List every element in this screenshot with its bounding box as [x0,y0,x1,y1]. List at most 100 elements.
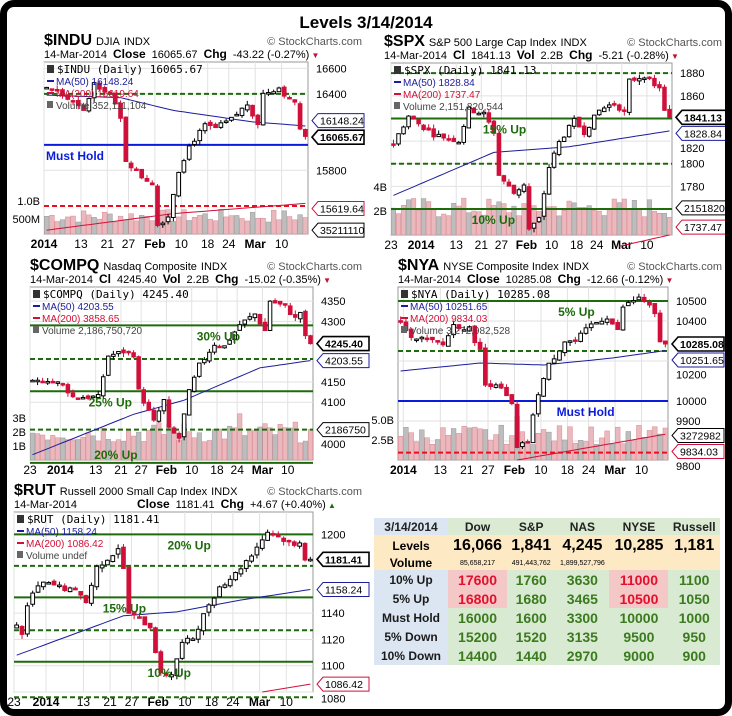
table-row-volume: Volume 85,658,217 491,443,762 1,899,527,… [374,556,720,570]
candle-down [149,182,155,186]
x-tick-label: 21 [475,238,489,252]
volume-bar [91,217,97,235]
close-value-tag [315,551,370,568]
cell: 900 [668,646,720,665]
symbol: $NYA [398,257,440,274]
volume-bar [107,213,113,235]
volume-bar [75,221,81,235]
candle-down [137,616,142,619]
x-tick-label: 2014 [33,695,60,709]
candle-up [190,638,196,641]
x-tick-label: 2014 [408,238,435,252]
volume-bar [44,216,50,235]
candle-up [541,378,546,397]
candle-up [535,394,541,415]
ma200-tag-label: 9834.03 [680,447,718,459]
volume-bar [276,219,282,235]
volume-bar [85,432,91,461]
candle-down [652,303,658,315]
volume-bar [272,434,278,461]
exchange: INDX [200,261,228,273]
table-row: 5% Down 15200 1520 3135 9500 950 [374,627,720,646]
volume-bar [606,210,612,236]
candle-down [297,103,303,130]
cell: 1,181 [668,535,720,556]
candle-up [197,129,203,142]
candle-up [578,332,584,342]
ma50-tag-label: 4203.55 [325,356,363,368]
volume-tick-label: 2B [13,427,26,439]
candle-legend-icon [33,290,40,298]
candle-down [139,168,145,179]
candle-up [217,586,222,598]
volume-bar [255,217,261,235]
candle-up [24,605,30,635]
volume-bar [123,219,129,235]
volume-bar [201,441,207,461]
candle-up [86,98,92,112]
x-tick-label: 18 [201,237,215,251]
candle-down [663,340,668,345]
candle-up [267,300,273,331]
candle-down [286,539,292,543]
candle-down [471,107,477,114]
ma50-value-tag [316,582,370,598]
candle-up [591,114,597,130]
candle-up [94,565,100,588]
candle-down [441,133,446,139]
ma200-tag-label: 1086.42 [325,679,363,691]
volume-bar [461,425,467,461]
volume-bar [441,213,447,236]
candle-up [636,296,642,301]
close-value: 4245.40 [116,274,157,286]
level-label: 10% Up [148,666,191,680]
candle-up [252,313,258,319]
candle-down [73,587,78,591]
candle-up [195,628,201,640]
y-tick-label: 1120 [321,634,345,646]
x-tick-label: Mar [611,238,633,252]
candle-up [481,111,487,115]
candle-up [520,442,525,448]
candle-up [237,324,242,331]
chg-value: -5.21 (-0.28%) [598,50,669,62]
volume-bar [626,208,632,236]
candle-down [617,104,622,111]
stockcharts-watermark: © StockCharts.com [267,486,362,498]
volume-tick-label: 2B [374,206,387,218]
close-value-tag [315,335,370,352]
volume-bar [472,426,478,461]
y-tick-label: 16600 [316,63,347,75]
cell: 11000 [609,570,669,589]
legend-ma200: MA(200) 1737.47 [403,90,481,101]
legend-volume: Volume 352,111,104 [56,101,147,112]
x-tick-label: 21 [103,695,117,709]
header-line-2: 14-Mar-2014 Cl 1841.13 Vol 2.2B Chg -5.21 (-0.… [384,48,722,63]
y-tick-label: 1780 [680,181,704,193]
y-tick-label: 10400 [676,316,707,328]
candle-up [90,395,96,399]
volume-bar [120,440,127,461]
x-tick-label: 10 [280,695,294,709]
candle-down [308,335,313,345]
index-name: Nasdaq Composite [103,261,197,273]
volume-bar [636,208,642,236]
candle-up [551,152,557,168]
page-title: Levels 3/14/2014 [299,13,433,32]
candle-up [46,582,52,585]
level-label: 15% Up [483,122,526,136]
candle-up [95,393,101,399]
candle-down [612,103,617,106]
level-label: 5% Up [558,305,595,319]
vol-label: Vol [516,48,535,62]
volume-bar [277,424,283,461]
y-tick-label: 1800 [680,159,704,171]
volume-bar [262,423,268,461]
candle-down [207,121,213,126]
candle-up [169,674,174,678]
volume-bar [456,205,462,236]
candle-up [179,641,185,659]
candle-up [91,82,97,99]
candle-up [218,122,224,128]
row-label: Volume [374,556,448,570]
